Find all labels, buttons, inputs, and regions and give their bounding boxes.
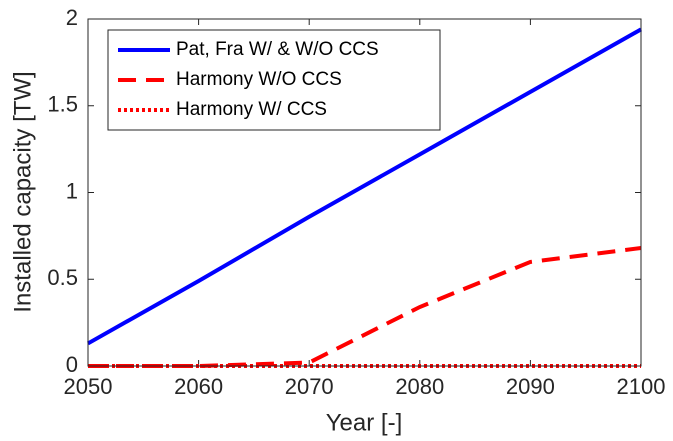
y-tick-label: 1 [66, 178, 78, 203]
y-tick-label: 0.5 [47, 265, 78, 290]
x-tick-label: 2090 [506, 374, 555, 399]
y-tick-label: 0 [66, 352, 78, 377]
plot-frame [87, 18, 642, 367]
series-line [87, 27, 642, 346]
x-axis-title: Year [-] [326, 409, 403, 436]
y-tick-label: 1.5 [47, 92, 78, 117]
y-tick-label: 2 [66, 5, 78, 30]
x-tick-label: 2070 [285, 374, 334, 399]
y-axis-title: Installed capacity [TW] [9, 71, 36, 312]
series-line [88, 246, 642, 368]
x-tick-label: 2050 [64, 374, 113, 399]
legend-label: Harmony W/O CCS [176, 69, 342, 90]
x-tick-label: 2080 [395, 374, 444, 399]
x-tick-label: 2060 [174, 374, 223, 399]
x-tick-label: 2100 [617, 374, 666, 399]
legend-label: Harmony W/ CCS [176, 99, 327, 120]
legend-label: Pat, Fra W/ & W/O CCS [176, 39, 379, 60]
